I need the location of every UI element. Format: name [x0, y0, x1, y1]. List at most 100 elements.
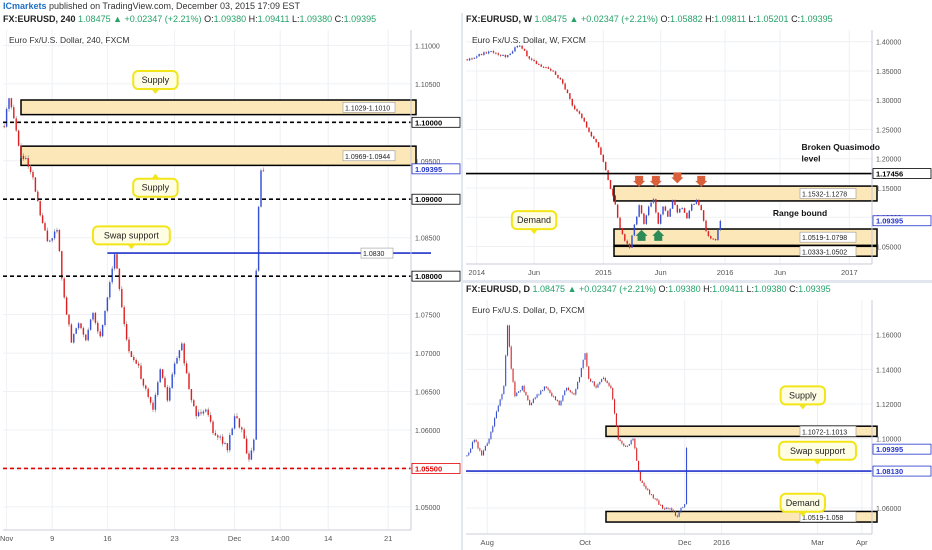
- candle: [521, 385, 523, 391]
- candle: [534, 397, 536, 400]
- high-label: H:: [703, 284, 713, 294]
- candle: [260, 170, 262, 207]
- zone-rect: [613, 245, 878, 257]
- daily-chart-panel[interactable]: FX:EURUSD, D 1.08475 ▲ +0.02347 (+2.21%)…: [463, 283, 932, 550]
- callout-arrow: [813, 459, 822, 465]
- weekly-header: FX:EURUSD, W 1.08475 ▲ +0.02347 (+2.21%)…: [463, 13, 932, 26]
- candle: [573, 393, 575, 395]
- brand-logo[interactable]: ICmarkets: [3, 1, 47, 11]
- candle: [558, 400, 560, 406]
- time-tick-label: Aug: [481, 538, 494, 547]
- candle: [118, 268, 121, 290]
- chart-title: Euro Fx/U.S. Dollar, W, FXCM: [472, 35, 586, 45]
- candle: [650, 494, 653, 496]
- low-label: L:: [292, 14, 300, 24]
- current-price-label: 1.09395: [415, 165, 442, 174]
- candle: [243, 429, 245, 439]
- candle: [714, 238, 717, 241]
- candle: [707, 231, 710, 237]
- candle: [638, 205, 640, 217]
- callout-label: Supply: [142, 183, 170, 193]
- time-tick-label: 2014: [468, 268, 485, 277]
- candle: [488, 438, 490, 444]
- candle: [624, 234, 626, 241]
- candle: [478, 54, 480, 57]
- candle: [669, 208, 671, 217]
- candle: [212, 421, 214, 433]
- h4-chart-panel[interactable]: FX:EURUSD, 240 1.08475 ▲ +0.02347 (+2.21…: [0, 13, 461, 550]
- candle: [506, 325, 509, 356]
- candle: [77, 323, 80, 329]
- candle: [17, 130, 20, 146]
- candle: [664, 206, 667, 211]
- candle: [564, 83, 566, 90]
- candle: [671, 508, 673, 511]
- callout-label: Swap support: [790, 446, 846, 456]
- weekly-chart-panel[interactable]: FX:EURUSD, W 1.08475 ▲ +0.02347 (+2.21%)…: [463, 13, 932, 280]
- current-price-label: 1.09395: [876, 445, 903, 454]
- annotation-text: Range bound: [773, 208, 827, 218]
- candle: [590, 131, 593, 137]
- candle: [569, 390, 571, 393]
- price-line-tag-label: 1.08130: [876, 467, 903, 476]
- candle: [480, 54, 483, 56]
- time-tick-label: Jun: [655, 268, 667, 277]
- candle: [503, 385, 505, 395]
- candle: [682, 507, 684, 509]
- candle: [123, 307, 125, 325]
- candle: [200, 412, 202, 414]
- candle: [499, 54, 502, 56]
- candle: [671, 200, 674, 209]
- candle: [683, 208, 686, 213]
- candle: [49, 240, 51, 242]
- daily-chart[interactable]: 1.160001.140001.120001.100001.080001.060…: [463, 283, 932, 550]
- candle: [56, 230, 58, 232]
- candle: [657, 212, 659, 224]
- candle: [652, 199, 655, 203]
- candle: [595, 138, 597, 143]
- candle: [197, 412, 200, 417]
- candle: [262, 170, 265, 172]
- candle: [510, 346, 512, 369]
- candle: [658, 500, 660, 505]
- candle: [698, 199, 700, 206]
- red-down-arrow: [633, 175, 646, 187]
- change-label: 1.08475 ▲ +0.02347 (+2.21%): [534, 14, 659, 24]
- symbol-label: FX:EURUSD, D: [466, 284, 531, 294]
- time-tick-label: Jun: [774, 268, 786, 277]
- annotation-text: level: [802, 154, 821, 164]
- candle: [530, 403, 533, 406]
- candle: [245, 438, 248, 454]
- candle: [663, 508, 665, 510]
- candle: [3, 126, 5, 128]
- open-label: O:: [658, 284, 669, 294]
- candle: [685, 447, 688, 505]
- candle: [484, 445, 486, 451]
- time-tick-label: 21: [384, 534, 392, 543]
- candle: [525, 392, 527, 396]
- candle: [92, 312, 94, 320]
- candle: [552, 70, 554, 72]
- candle: [25, 158, 27, 160]
- candle: [690, 204, 693, 211]
- candle: [471, 442, 474, 449]
- candle: [183, 343, 185, 364]
- candle: [10, 98, 13, 108]
- candle: [575, 389, 577, 395]
- candle: [667, 210, 669, 217]
- candle: [147, 388, 149, 397]
- callout-box: [778, 440, 857, 461]
- candle: [518, 391, 520, 393]
- candle: [643, 213, 645, 224]
- candle: [485, 52, 488, 54]
- candle: [617, 426, 619, 440]
- candle: [523, 48, 526, 51]
- weekly-chart[interactable]: 1.40000 1.35000 1.30000 1.25000 1.20000 1.150…: [463, 13, 932, 280]
- zone-rect: [20, 99, 417, 116]
- h4-chart[interactable]: 1.11000 1.10500 1.10000 1.09500 1.09000 1.085…: [0, 13, 461, 550]
- price-tick-label: 1.05000: [876, 244, 901, 251]
- zone-label-box: [799, 426, 857, 437]
- candle: [80, 323, 82, 329]
- candle: [669, 508, 671, 510]
- candle: [466, 59, 468, 61]
